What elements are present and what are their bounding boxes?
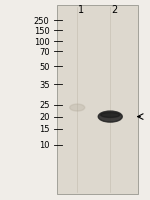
Ellipse shape <box>70 104 85 111</box>
Text: 250: 250 <box>34 17 50 25</box>
Ellipse shape <box>101 113 120 118</box>
Text: 15: 15 <box>39 125 50 133</box>
Text: 20: 20 <box>39 113 50 121</box>
Text: 50: 50 <box>39 63 50 71</box>
Text: 70: 70 <box>39 48 50 56</box>
Text: 10: 10 <box>39 141 50 149</box>
Text: 1: 1 <box>78 5 84 15</box>
Bar <box>57 6 138 194</box>
Text: 100: 100 <box>34 38 50 46</box>
Text: 2: 2 <box>111 5 117 15</box>
Text: 35: 35 <box>39 81 50 89</box>
Text: 25: 25 <box>39 101 50 109</box>
Ellipse shape <box>98 112 122 122</box>
Text: 150: 150 <box>34 27 50 35</box>
